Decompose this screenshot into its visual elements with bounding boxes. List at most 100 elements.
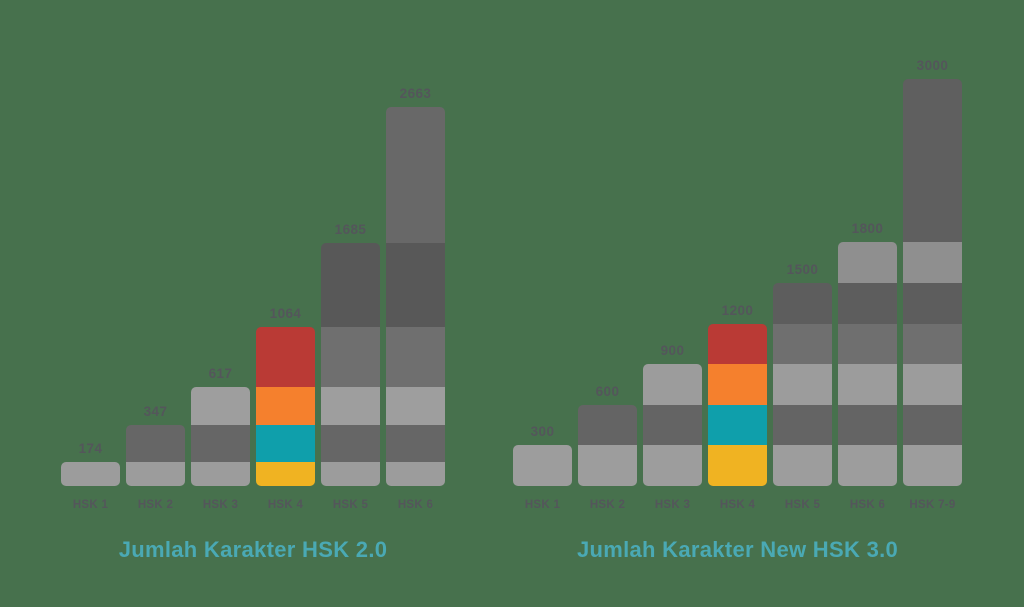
bar-segment bbox=[321, 243, 380, 327]
bar-segment bbox=[578, 445, 637, 486]
category-label-hsk-5: HSK 5 bbox=[332, 499, 369, 511]
bar-segment bbox=[903, 79, 962, 242]
bar-segment bbox=[903, 324, 962, 364]
bar-segment bbox=[61, 462, 120, 486]
chart-title-hsk-2-0: Jumlah Karakter HSK 2.0 bbox=[118, 537, 388, 562]
bar-hsk-3: 900 bbox=[643, 343, 702, 486]
bar-segment bbox=[838, 242, 897, 283]
bar-value-label-hsk-2: 347 bbox=[143, 404, 168, 419]
bar-value-label-hsk-1: 174 bbox=[78, 441, 103, 456]
bar-segment bbox=[773, 283, 832, 324]
bar-hsk-4: 1200 bbox=[708, 303, 767, 486]
bar-hsk-1: 300 bbox=[513, 424, 572, 486]
category-label-hsk-3: HSK 3 bbox=[202, 499, 239, 511]
bar-hsk-7-9: 3000 bbox=[903, 58, 962, 486]
bar-value-label-hsk-1: 300 bbox=[530, 424, 555, 439]
bars-area-new-hsk-3-0: 300 600 900 1200 1500 1800 3000 bbox=[513, 0, 962, 486]
bar-segment bbox=[708, 405, 767, 445]
bar-segment bbox=[643, 405, 702, 445]
bar-hsk-1: 174 bbox=[61, 441, 120, 486]
category-label-hsk-3: HSK 3 bbox=[654, 499, 691, 511]
chart-jumlah-karakter-new-hsk-3-0: 300 600 900 1200 1500 1800 3000 HSK 1 HSK 2 HSK … bbox=[513, 0, 962, 607]
bar-segment bbox=[773, 405, 832, 445]
bar-segment bbox=[321, 387, 380, 425]
bar-segment bbox=[321, 425, 380, 462]
category-label-hsk-4: HSK 4 bbox=[719, 499, 756, 511]
bar-value-label-hsk-5: 1685 bbox=[334, 222, 367, 237]
bar-segment bbox=[386, 243, 445, 327]
bar-fill-hsk-5 bbox=[321, 243, 380, 486]
bar-hsk-6: 1800 bbox=[838, 221, 897, 486]
bar-segment bbox=[126, 462, 185, 486]
bar-value-label-hsk-2: 600 bbox=[595, 384, 620, 399]
bar-segment bbox=[903, 445, 962, 486]
bar-segment bbox=[386, 107, 445, 243]
category-label-hsk-4: HSK 4 bbox=[267, 499, 304, 511]
bars-area-hsk-2-0: 174 347 617 1064 1685 2663 bbox=[61, 0, 445, 486]
bar-segment bbox=[773, 324, 832, 364]
bar-segment bbox=[838, 364, 897, 405]
bar-value-label-hsk-6: 1800 bbox=[851, 221, 884, 236]
bar-segment bbox=[256, 387, 315, 425]
bar-segment bbox=[903, 405, 962, 445]
bar-segment bbox=[708, 324, 767, 364]
bar-fill-hsk-3 bbox=[643, 364, 702, 486]
category-label-hsk-5: HSK 5 bbox=[784, 499, 821, 511]
category-labels-hsk-2-0: HSK 1 HSK 2 HSK 3 HSK 4 HSK 5 HSK 6 bbox=[61, 499, 445, 511]
chart-jumlah-karakter-hsk-2-0: 174 347 617 1064 1685 2663 HSK 1 HSK 2 HSK 3 HSK… bbox=[61, 0, 445, 607]
bar-fill-hsk-1 bbox=[513, 445, 572, 486]
category-label-hsk-6: HSK 6 bbox=[397, 499, 434, 511]
bar-segment bbox=[708, 445, 767, 486]
category-label-hsk-1: HSK 1 bbox=[72, 499, 109, 511]
bar-segment bbox=[256, 327, 315, 387]
bar-hsk-6: 2663 bbox=[386, 86, 445, 486]
bar-segment bbox=[838, 445, 897, 486]
category-label-hsk-6: HSK 6 bbox=[849, 499, 886, 511]
bar-hsk-2: 600 bbox=[578, 384, 637, 486]
bar-segment bbox=[256, 462, 315, 486]
bar-segment bbox=[838, 405, 897, 445]
bar-segment bbox=[191, 462, 250, 486]
bar-hsk-5: 1685 bbox=[321, 222, 380, 486]
bar-segment bbox=[386, 425, 445, 462]
bar-segment bbox=[578, 405, 637, 445]
bar-segment bbox=[126, 425, 185, 462]
bar-value-label-hsk-3: 900 bbox=[660, 343, 685, 358]
bar-segment bbox=[386, 462, 445, 486]
bar-value-label-hsk-4: 1064 bbox=[269, 306, 302, 321]
bar-segment bbox=[643, 445, 702, 486]
bar-segment bbox=[191, 387, 250, 425]
bar-segment bbox=[643, 364, 702, 405]
bar-hsk-5: 1500 bbox=[773, 262, 832, 486]
bar-segment bbox=[321, 327, 380, 387]
bar-fill-hsk-6 bbox=[838, 242, 897, 486]
bar-segment bbox=[903, 283, 962, 324]
category-label-hsk-2: HSK 2 bbox=[137, 499, 174, 511]
bar-segment bbox=[386, 387, 445, 425]
bar-segment bbox=[903, 364, 962, 405]
bar-hsk-4: 1064 bbox=[256, 306, 315, 486]
bar-value-label-hsk-7-9: 3000 bbox=[916, 58, 949, 73]
bar-fill-hsk-4 bbox=[256, 327, 315, 486]
bar-fill-hsk-5 bbox=[773, 283, 832, 486]
bar-fill-hsk-3 bbox=[191, 387, 250, 486]
bar-fill-hsk-2 bbox=[578, 405, 637, 486]
bar-segment bbox=[838, 283, 897, 324]
bar-hsk-2: 347 bbox=[126, 404, 185, 486]
bar-segment bbox=[256, 425, 315, 462]
bar-fill-hsk-2 bbox=[126, 425, 185, 486]
bar-value-label-hsk-4: 1200 bbox=[721, 303, 754, 318]
bar-value-label-hsk-6: 2663 bbox=[399, 86, 432, 101]
bar-fill-hsk-7-9 bbox=[903, 79, 962, 486]
bar-fill-hsk-4 bbox=[708, 324, 767, 486]
bar-value-label-hsk-3: 617 bbox=[208, 366, 233, 381]
bar-fill-hsk-1 bbox=[61, 462, 120, 486]
category-label-hsk-7-9: HSK 7-9 bbox=[909, 499, 956, 511]
bar-fill-hsk-6 bbox=[386, 107, 445, 486]
bar-value-label-hsk-5: 1500 bbox=[786, 262, 819, 277]
category-labels-new-hsk-3-0: HSK 1 HSK 2 HSK 3 HSK 4 HSK 5 HSK 6 HSK 7-9 bbox=[513, 499, 962, 511]
bar-segment bbox=[513, 445, 572, 486]
bar-segment bbox=[708, 364, 767, 405]
bar-segment bbox=[191, 425, 250, 462]
